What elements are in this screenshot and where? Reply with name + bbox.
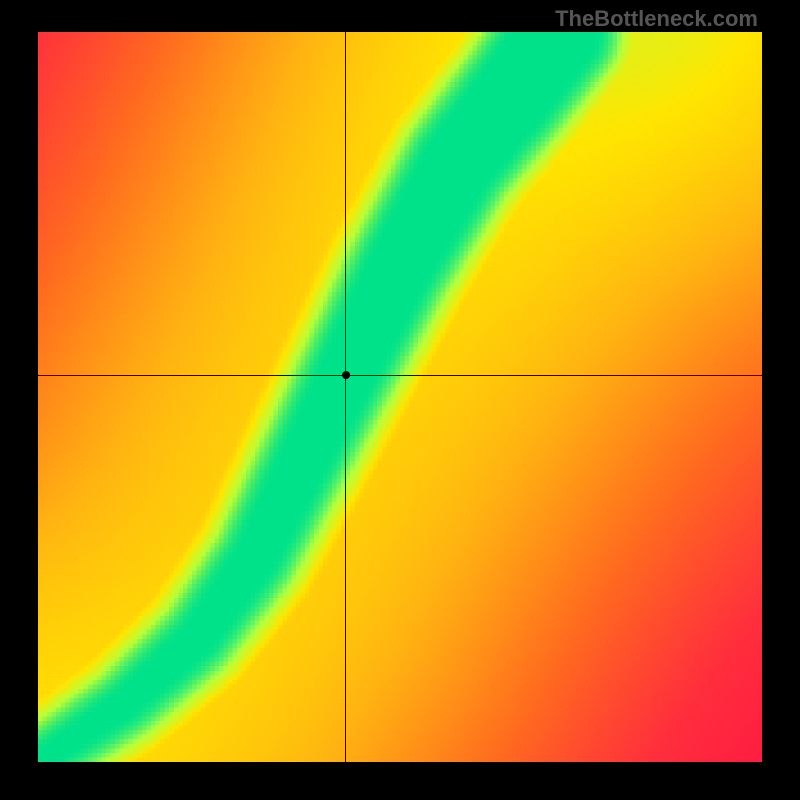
crosshair-vertical-line bbox=[345, 32, 346, 762]
bottleneck-heatmap bbox=[38, 32, 762, 762]
watermark-text: TheBottleneck.com bbox=[555, 6, 758, 32]
crosshair-marker-dot bbox=[342, 371, 350, 379]
crosshair-horizontal-line bbox=[38, 375, 762, 376]
chart-container: TheBottleneck.com bbox=[0, 0, 800, 800]
